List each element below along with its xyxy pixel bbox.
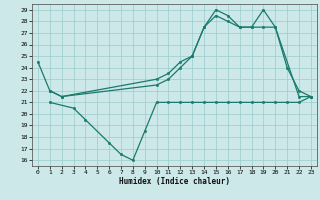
X-axis label: Humidex (Indice chaleur): Humidex (Indice chaleur) <box>119 177 230 186</box>
